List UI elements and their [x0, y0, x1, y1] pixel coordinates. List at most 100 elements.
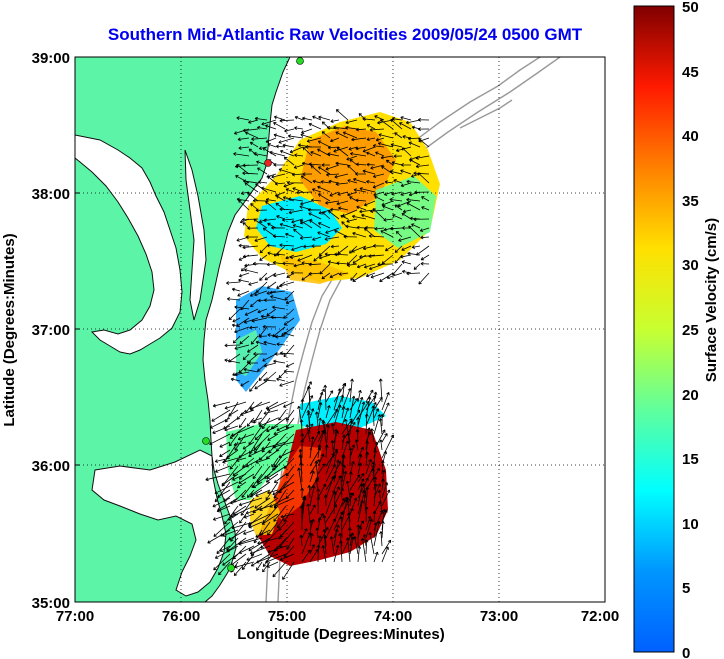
velocity-arrow: [408, 225, 421, 238]
velocity-arrow: [320, 180, 331, 184]
colorbar-tick-label: 20: [682, 387, 699, 404]
velocity-arrow: [293, 263, 304, 268]
velocity-arrow: [384, 245, 394, 252]
velocity-arrow: [355, 146, 367, 151]
colorbar-tick-label: 45: [682, 64, 699, 81]
velocity-arrow: [369, 128, 385, 132]
velocity-arrow: [282, 218, 295, 222]
velocity-arrow: [351, 214, 367, 220]
velocity-arrow: [341, 507, 354, 531]
velocity-arrow: [411, 245, 421, 249]
velocity-arrow: [227, 297, 241, 301]
velocity-arrow: [249, 401, 271, 410]
colorbar-ticks: 50 45 40 35 30 25 20 15 10 5 0: [682, 0, 699, 659]
velocity-arrow: [297, 467, 303, 491]
velocity-arrow: [252, 465, 263, 480]
velocity-arrow: [372, 182, 385, 189]
velocity-arrow: [400, 163, 412, 167]
velocity-arrow: [356, 524, 361, 547]
velocity-arrow: [259, 254, 268, 261]
velocity-arrow: [267, 222, 277, 229]
velocity-arrow: [321, 272, 331, 280]
velocity-arrow: [248, 521, 263, 529]
velocity-arrow: [368, 531, 375, 555]
velocity-arrow: [341, 407, 350, 427]
velocity-arrow: [353, 188, 367, 193]
velocity-arrow: [231, 287, 241, 292]
colorbar-tick-label: 30: [682, 257, 699, 274]
velocity-arrow: [272, 561, 287, 578]
velocity-arrow: [317, 417, 322, 435]
velocity-arrow: [401, 260, 412, 265]
velocity-arrow: [273, 162, 286, 167]
velocity-arrow: [287, 197, 304, 202]
velocity-arrow: [385, 159, 394, 166]
velocity-arrow: [365, 467, 380, 491]
velocity-arrow: [341, 387, 352, 411]
velocity-arrow: [321, 163, 331, 167]
velocity-arrow: [255, 208, 268, 213]
velocity-arrow: [256, 553, 279, 564]
velocity-arrow: [335, 161, 349, 166]
velocity-arrow: [373, 522, 378, 539]
velocity-arrow: [394, 204, 403, 211]
velocity-arrow: [248, 361, 259, 365]
velocity-arrow: [348, 146, 358, 151]
velocity-arrow: [242, 171, 259, 176]
velocity-arrow: [335, 131, 349, 139]
velocity-arrow: [250, 290, 259, 297]
velocity-arrow: [420, 235, 430, 240]
velocity-arrow: [301, 423, 314, 443]
velocity-arrow: [366, 137, 376, 142]
velocity-arrow: [272, 441, 295, 449]
velocity-arrow: [254, 441, 263, 454]
velocity-arrow: [420, 261, 430, 266]
velocity-arrow: [290, 270, 304, 275]
velocity-arrow: [374, 115, 385, 121]
velocity-arrow: [370, 209, 385, 214]
velocity-arrow: [355, 127, 367, 132]
x-tick-label: 76:00: [162, 608, 200, 625]
chart-title: Southern Mid-Atlantic Raw Velocities 200…: [108, 25, 583, 44]
velocity-arrow: [238, 545, 255, 554]
velocity-arrow: [301, 528, 308, 539]
velocity-arrow: [301, 549, 311, 563]
velocity-arrow: [366, 124, 376, 130]
velocity-arrow: [346, 432, 351, 451]
velocity-arrow: [301, 128, 313, 134]
velocity-arrow: [364, 413, 369, 435]
velocity-arrow: [334, 173, 349, 179]
velocity-arrow: [299, 462, 303, 483]
velocity-arrow: [356, 263, 367, 269]
velocity-arrow: [321, 545, 327, 563]
velocity-arrow: [242, 222, 250, 229]
velocity-arrow: [212, 497, 231, 508]
velocity-arrow: [381, 520, 385, 539]
velocity-arrow: [214, 545, 239, 559]
velocity-arrow: [234, 561, 255, 569]
velocity-arrow: [357, 462, 363, 475]
velocity-arrow: [325, 476, 335, 499]
velocity-arrow: [242, 245, 259, 250]
velocity-arrow: [341, 492, 355, 515]
velocity-arrow: [238, 278, 250, 283]
velocity-arrow: [325, 405, 331, 419]
velocity-arrow: [381, 433, 388, 443]
x-tick-label: 75:00: [268, 608, 306, 625]
y-axis-ticks: 39:00 38:00 37:00 36:00 35:00: [32, 50, 80, 612]
velocity-arrow: [324, 252, 340, 257]
velocity-arrow: [253, 151, 268, 157]
velocity-arrow: [400, 191, 412, 196]
velocity-arrow: [355, 172, 367, 176]
velocity-arrow: [276, 342, 286, 347]
station-marker: [202, 437, 210, 445]
velocity-arrow: [252, 481, 263, 489]
velocity-arrow: [341, 464, 346, 483]
velocity-arrow: [355, 429, 360, 443]
velocity-arrow: [229, 449, 247, 470]
velocity-arrow: [417, 117, 430, 122]
velocity-arrow: [271, 225, 286, 230]
velocity-arrow: [246, 553, 263, 561]
velocity-arrow: [238, 449, 255, 459]
velocity-arrow: [245, 457, 263, 468]
